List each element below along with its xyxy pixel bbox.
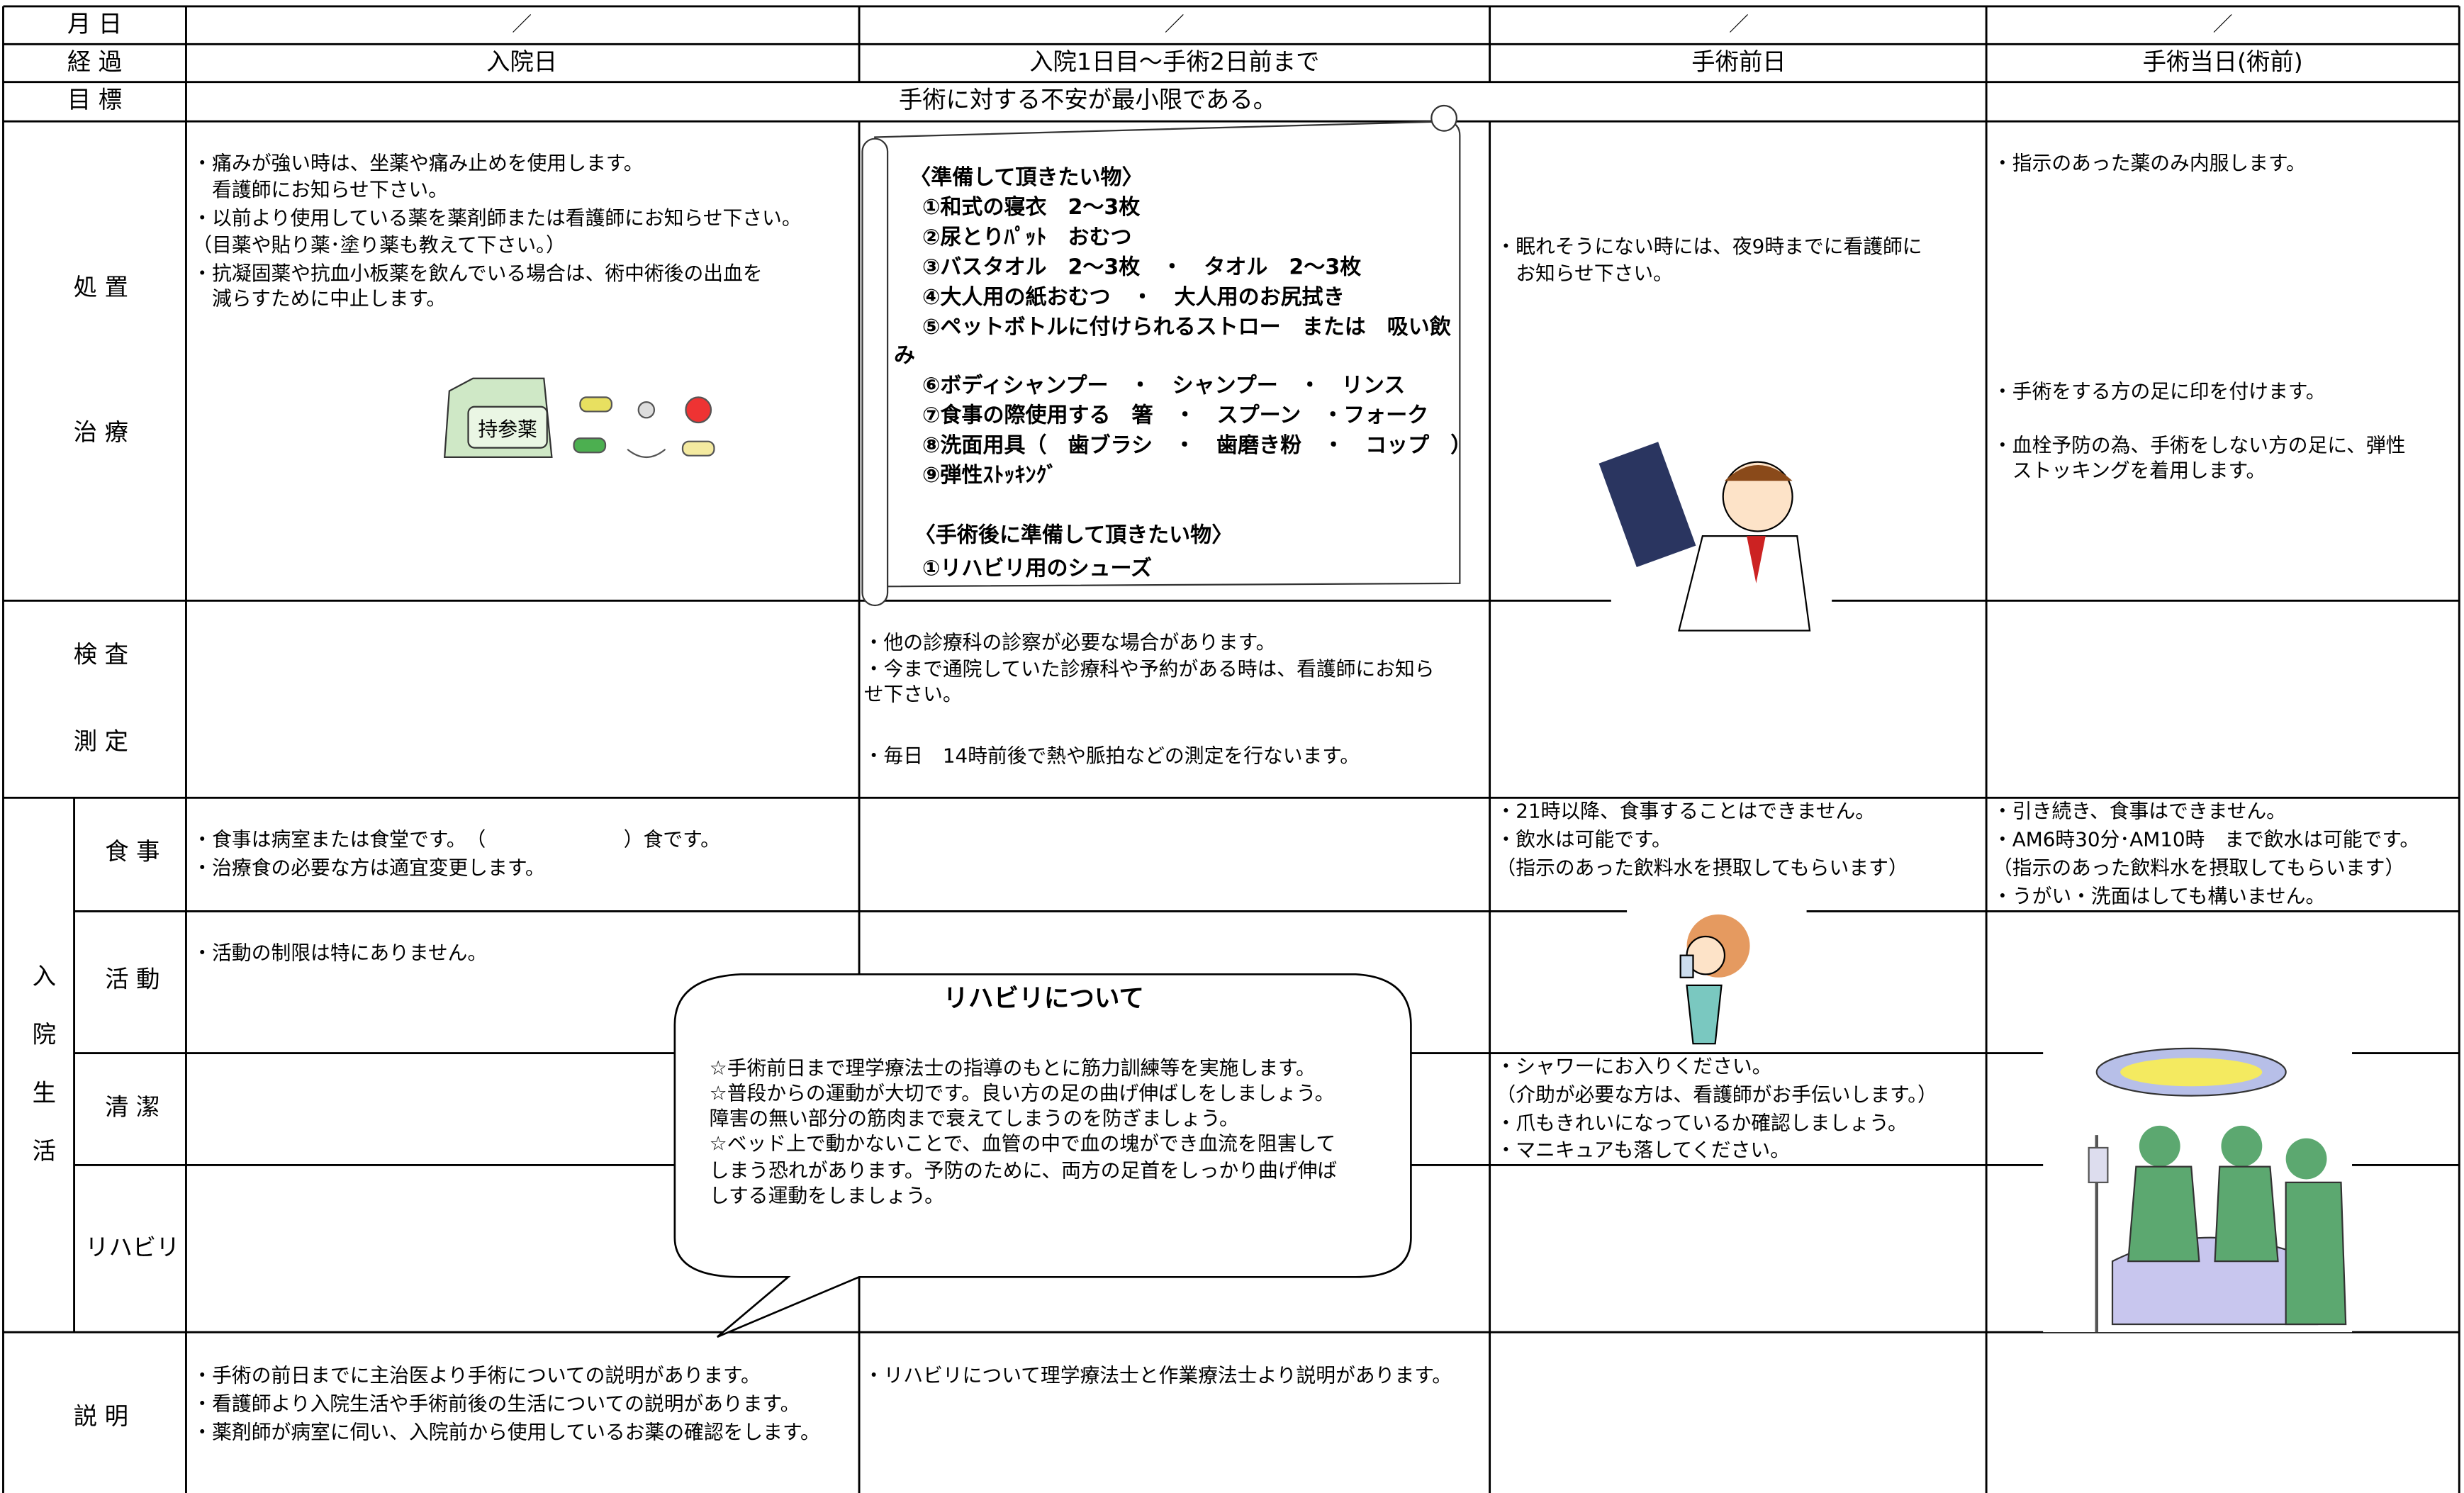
- date-cell: ／: [2213, 13, 2233, 36]
- date-cell: ／: [512, 13, 532, 36]
- cell-text: ・抗凝固薬や抗血小板薬を飲んでいる場合は、術中術後の出血を: [192, 262, 762, 285]
- checklist-item: ⑧洗面用具（ 歯ブラシ ・ 歯磨き粉 ・ コップ ）: [922, 433, 1472, 458]
- cell-text: ・他の診療科の診察が必要な場合があります。: [864, 630, 1276, 654]
- cell-text: ・手術をする方の足に印を付けます。: [1993, 380, 2326, 403]
- callout-title: リハビリについて: [943, 984, 1144, 1013]
- row-label: 月 日: [67, 10, 122, 38]
- cell-text: 看護師にお知らせ下さい。: [192, 178, 448, 201]
- cell-text: ・毎日 14時前後で熱や脈拍などの測定を行ないます。: [864, 744, 1360, 767]
- row-label: 検 査: [74, 641, 128, 669]
- date-cell: ／: [1165, 13, 1185, 36]
- callout-text: ☆手術前日まで理学療法士の指導のもとに筋力訓練等を実施します。: [710, 1056, 1316, 1080]
- group-label: 生: [33, 1079, 56, 1107]
- cell-text: ・飲水は可能です。: [1496, 827, 1671, 851]
- cell-text: ・眠れそうにない時には、夜9時までに看護師に: [1496, 235, 1922, 258]
- cell-text: ・今まで通院していた診療科や予約がある時は、看護師にお知ら: [864, 657, 1435, 681]
- phase-cell: 入院1日目～手術2日前まで: [1029, 47, 1319, 75]
- cell-text: ・看護師より入院生活や手術前後の生活についての説明があります。: [192, 1392, 800, 1415]
- cell-text: ・手術の前日までに主治医より手術についての説明があります。: [192, 1363, 761, 1387]
- checklist-item: ④大人用の紙おむつ ・ 大人用のお尻拭き: [922, 285, 1345, 310]
- cell-text: ・痛みが強い時は、坐薬や痛み止めを使用します。: [192, 151, 643, 174]
- cell-text: ・うがい・洗面はしても構いません。: [1993, 884, 2325, 907]
- cell-text: ・マニキュアも落してください。: [1496, 1138, 1790, 1161]
- cell-text: ・指示のあった薬のみ内服します。: [1993, 151, 2306, 174]
- checklist-scroll: [861, 104, 1461, 607]
- cell-text: ・薬剤師が病室に伺い、入院前から使用しているお薬の確認をします。: [192, 1420, 819, 1443]
- cell-text: ・AM6時30分･AM10時 まで飲水は可能です。: [1993, 827, 2419, 851]
- cell-text: ・リハビリについて理学療法士と作業療法士より説明があります。: [864, 1363, 1452, 1387]
- phase-cell: 手術前日: [1691, 47, 1786, 75]
- cell-text: ・引き続き、食事はできません。: [1993, 799, 2286, 822]
- rehab-callout: [673, 973, 1412, 1338]
- row-label: 食 事: [105, 838, 159, 866]
- checklist-item: ⑤ペットボトルに付けられるストロー または 吸い飲: [922, 315, 1452, 340]
- checklist-item: ①リハビリ用のシューズ: [922, 556, 1152, 581]
- callout-text: しまう恐れがあります。予防のために、両方の足首をしっかり曲げ伸ば: [710, 1158, 1337, 1182]
- checklist-item: ⑥ボディシャンプー ・ シャンプー ・ リンス: [922, 373, 1405, 398]
- checklist-title: 〈手術後に準備して頂きたい物〉: [914, 523, 1233, 548]
- surgery-illustration: [2043, 1040, 2353, 1333]
- row-label: 説 明: [74, 1402, 128, 1430]
- cell-text: ・食事は病室または食堂です。 （ ）食です。: [192, 827, 720, 851]
- row-label: 測 定: [74, 727, 128, 755]
- checklist-item: ②尿とりﾊﾟｯﾄ おむつ: [922, 225, 1132, 250]
- drinking-illustration: [1627, 892, 1807, 1051]
- cell-text: （指示のあった飲料水を摂取してもらいます）: [1993, 856, 2404, 879]
- pill-bag-label: 持参薬: [478, 418, 537, 441]
- cell-text: ・シャワーにお入りください。: [1496, 1055, 1771, 1078]
- callout-text: しする運動をしましょう。: [710, 1184, 944, 1207]
- cell-text: ストッキングを着用します。: [1993, 459, 2266, 482]
- goal-text: 手術に対する不安が最小限である。: [899, 86, 1277, 113]
- row-label: 目 標: [67, 86, 122, 113]
- cell-text: 減らすために中止します。: [192, 287, 446, 311]
- group-label: 活: [33, 1137, 56, 1165]
- checklist-item: み: [894, 343, 915, 368]
- row-label: リハビリ: [85, 1234, 179, 1261]
- checklist-title: 〈準備して頂きたい物〉: [909, 165, 1143, 190]
- cell-text: （目薬や貼り薬･塗り薬も教えて下さい。）: [192, 233, 565, 257]
- callout-text: ☆普段からの運動が大切です。良い方の足の曲げ伸ばしをしましょう。: [710, 1081, 1335, 1105]
- checklist-item: ③バスタオル 2～3枚 ・ タオル 2～3枚: [922, 255, 1361, 280]
- row-label: 清 潔: [105, 1093, 159, 1121]
- pill-illustration: [443, 377, 715, 459]
- doctor-illustration: [1598, 425, 1832, 632]
- row-label: 経 過: [67, 47, 122, 75]
- checklist-item: ⑦食事の際使用する 箸 ・ スプーン ・フォーク: [922, 403, 1428, 428]
- checklist-item: ⑨弾性ｽﾄｯｷﾝｸﾞ: [922, 463, 1058, 488]
- row-label: 処 置: [74, 273, 128, 301]
- cell-text: せ下さい。: [864, 683, 963, 706]
- cell-text: ・血栓予防の為、手術をしない方の足に、弾性: [1993, 433, 2406, 457]
- cell-text: ・21時以降、食事することはできません。: [1496, 799, 1875, 822]
- cell-text: ・活動の制限は特にありません。: [192, 941, 487, 964]
- checklist-item: ①和式の寝衣 2～3枚: [922, 195, 1140, 220]
- callout-text: ☆ベッド上で動かないことで、血管の中で血の塊ができ血流を阻害して: [710, 1132, 1335, 1156]
- phase-cell: 手術当日(術前): [2143, 47, 2303, 75]
- row-label: 治 療: [74, 418, 128, 446]
- group-label: 入: [33, 962, 56, 990]
- cell-text: お知らせ下さい。: [1496, 262, 1672, 285]
- cell-text: ・治療食の必要な方は適宜変更します。: [192, 856, 544, 879]
- callout-text: 障害の無い部分の筋肉まで衰えてしまうのを防ぎましょう。: [710, 1107, 1239, 1130]
- cell-text: （指示のあった飲料水を摂取してもらいます）: [1496, 856, 1908, 879]
- phase-cell: 入院日: [486, 47, 557, 75]
- row-label: 活 動: [105, 966, 159, 993]
- group-label: 院: [33, 1021, 56, 1049]
- cell-text: （介助が必要な方は、看護師がお手伝いします。）: [1496, 1083, 1937, 1107]
- date-cell: ／: [1729, 13, 1749, 36]
- cell-text: ・爪もきれいになっているか確認しましょう。: [1496, 1112, 1907, 1135]
- cell-text: ・以前より使用している薬を薬剤師または看護師にお知らせ下さい。: [192, 206, 801, 230]
